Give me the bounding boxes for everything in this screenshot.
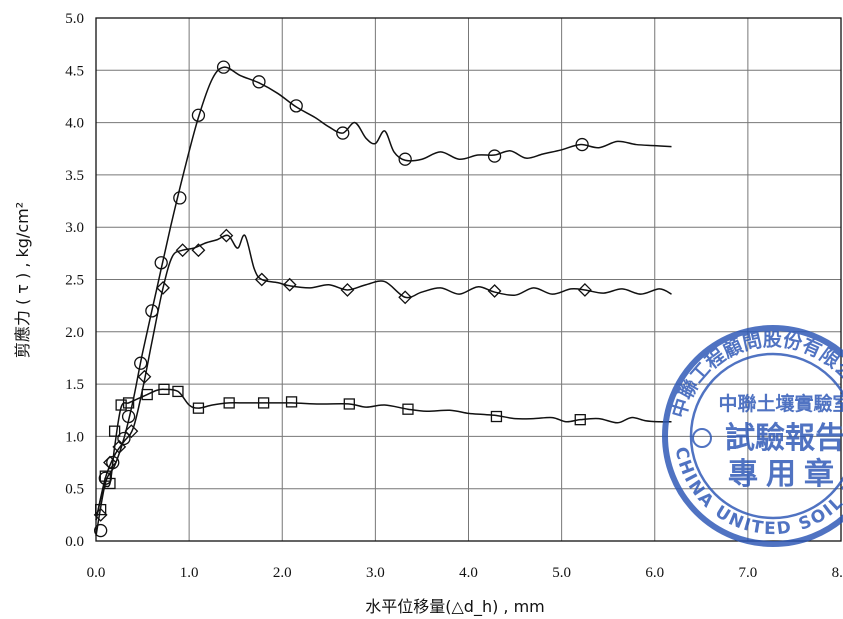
data-point-square xyxy=(158,383,170,395)
series-curve-circle xyxy=(95,66,672,536)
curve-layer xyxy=(95,66,672,536)
data-point-diamond xyxy=(137,369,152,384)
data-point-square xyxy=(257,397,270,409)
data-point-circle xyxy=(173,191,187,205)
data-point-diamond xyxy=(398,290,413,305)
data-point-square xyxy=(343,398,355,410)
data-point-circle xyxy=(117,431,131,446)
y-axis-tick-labels: 0.0 0.5 1.0 1.5 2.0 2.5 3.0 3.5 4.0 4.5 5.0 xyxy=(65,11,84,550)
data-point-circle xyxy=(487,149,502,163)
x-tick-label: 0.0 xyxy=(87,565,106,581)
data-point-square xyxy=(223,397,235,409)
data-point-square xyxy=(95,503,107,516)
y-tick-label: 4.0 xyxy=(65,116,84,132)
data-point-circle xyxy=(106,455,120,470)
marker-layer xyxy=(93,60,592,538)
data-point-circle xyxy=(94,523,108,538)
y-tick-label: 1.5 xyxy=(65,377,84,393)
data-point-diamond xyxy=(254,272,269,287)
seal-emblem-icon xyxy=(692,428,712,448)
y-tick-label: 0.5 xyxy=(65,482,84,498)
x-tick-label: 1.0 xyxy=(180,565,199,581)
data-point-diamond xyxy=(124,424,139,439)
grid-layer xyxy=(96,18,841,541)
y-tick-label: 3.5 xyxy=(65,168,84,184)
seal-dedicated-text: 專用章 xyxy=(728,457,842,492)
data-point-circle xyxy=(398,152,412,166)
data-point-square xyxy=(141,388,153,401)
data-point-circle xyxy=(252,75,266,89)
y-tick-label: 4.5 xyxy=(65,63,84,79)
data-point-square xyxy=(115,399,127,411)
series-curve-square xyxy=(95,388,672,521)
x-tick-label: 5.0 xyxy=(552,565,571,581)
data-point-diamond xyxy=(112,439,127,454)
seal-inner-ring xyxy=(689,352,843,520)
data-point-diamond xyxy=(219,228,234,243)
data-point-circle xyxy=(575,137,589,152)
data-point-diamond xyxy=(93,507,108,522)
data-point-square xyxy=(285,396,298,408)
series-curve-diamond xyxy=(95,234,672,521)
data-point-square xyxy=(490,410,503,423)
data-point-circle xyxy=(336,126,350,140)
data-point-square xyxy=(104,477,116,490)
data-point-diamond xyxy=(487,284,502,298)
data-point-diamond xyxy=(103,455,117,470)
y-tick-label: 1.0 xyxy=(65,429,84,445)
y-tick-label: 0.0 xyxy=(65,534,84,550)
data-point-circle xyxy=(145,304,159,318)
data-point-square xyxy=(192,402,205,414)
data-point-diamond xyxy=(282,277,297,292)
y-tick-label: 2.0 xyxy=(65,325,84,341)
data-point-diamond xyxy=(340,283,355,297)
y-axis-title: 剪應力 ( τ ) , kg/cm² xyxy=(13,202,32,358)
seal-outer-ring xyxy=(662,325,843,547)
data-point-circle xyxy=(216,60,231,74)
data-point-square xyxy=(108,425,121,437)
y-tick-label: 2.5 xyxy=(65,273,84,289)
x-tick-label: 4.0 xyxy=(459,565,478,581)
data-point-diamond xyxy=(156,280,170,295)
x-tick-label: 3.0 xyxy=(366,565,385,581)
x-tick-label: 2.0 xyxy=(273,565,292,581)
x-tick-label: 6.0 xyxy=(645,565,664,581)
data-point-square xyxy=(122,397,135,409)
x-axis-tick-labels: 0.0 1.0 2.0 3.0 4.0 5.0 6.0 7.0 8.0 xyxy=(87,565,843,581)
data-point-circle xyxy=(134,356,148,370)
data-point-circle xyxy=(154,256,168,270)
seal-lab-name: 中聯土壤實驗室 xyxy=(718,392,843,415)
data-point-circle xyxy=(121,409,136,424)
x-axis-title: 水平位移量(△d_h) , mm xyxy=(365,597,545,617)
y-tick-label: 5.0 xyxy=(65,11,84,27)
seal-report-text: 試驗報告 xyxy=(725,421,843,456)
data-point-square xyxy=(172,385,184,398)
plot-frame xyxy=(95,17,842,542)
company-seal-stamp: 中聯工程顧問股份有限公司 CHINA UNITED SOIL LAB 中聯土壤實… xyxy=(662,325,843,547)
x-tick-label: 8.0 xyxy=(832,565,843,581)
data-point-circle xyxy=(191,108,206,122)
data-point-diamond xyxy=(191,243,206,258)
x-tick-label: 7.0 xyxy=(739,565,758,581)
y-tick-label: 3.0 xyxy=(65,220,84,236)
data-point-diamond xyxy=(175,243,190,258)
data-point-square xyxy=(574,414,586,426)
data-point-circle xyxy=(289,99,303,113)
data-point-diamond xyxy=(577,283,592,297)
data-point-square xyxy=(402,403,414,415)
